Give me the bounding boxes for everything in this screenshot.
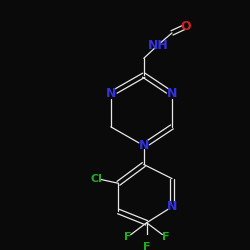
Text: Cl: Cl <box>91 174 103 184</box>
Text: O: O <box>181 20 192 33</box>
Text: N: N <box>167 200 177 213</box>
Text: N: N <box>138 139 149 152</box>
Text: NH: NH <box>148 38 168 52</box>
Text: F: F <box>143 242 150 250</box>
Text: N: N <box>106 88 116 101</box>
Text: N: N <box>167 88 177 101</box>
Text: F: F <box>124 232 132 242</box>
Text: F: F <box>162 232 169 242</box>
